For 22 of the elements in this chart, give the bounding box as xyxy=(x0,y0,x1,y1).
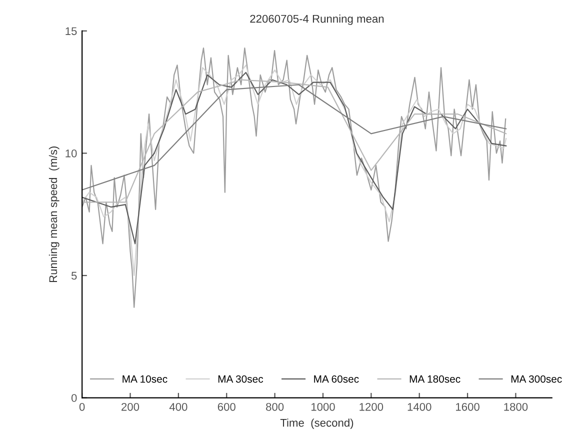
x-tick-label: 1200 xyxy=(360,402,384,411)
x-tick-label: 200 xyxy=(122,402,140,411)
y-axis-title: Running mean speed (m/s) xyxy=(48,146,60,282)
legend-label: MA 180sec xyxy=(410,375,460,383)
legend-label: MA 30sec xyxy=(218,375,264,383)
x-tick-label: 1600 xyxy=(456,402,480,411)
x-tick-label: 600 xyxy=(218,402,236,411)
x-tick-label: 800 xyxy=(266,402,284,411)
chart-title: 22060705-4 Running mean xyxy=(250,14,384,25)
y-tick-label: 15 xyxy=(66,27,77,36)
x-tick-label: 1800 xyxy=(504,402,528,411)
legend-label: MA 10sec xyxy=(122,375,168,383)
y-tick-label: 0 xyxy=(71,394,77,402)
x-tick-label: 0 xyxy=(79,402,85,411)
y-tick-label: 10 xyxy=(66,149,77,158)
legend-label: MA 300sec xyxy=(511,375,562,383)
y-tick-label: 5 xyxy=(71,272,77,280)
x-axis-title: Time (second) xyxy=(280,418,354,429)
x-tick-label: 1000 xyxy=(311,402,335,411)
legend-label: MA 60sec xyxy=(314,375,359,383)
x-tick-label: 1400 xyxy=(408,402,432,411)
x-tick-label: 400 xyxy=(169,402,188,411)
